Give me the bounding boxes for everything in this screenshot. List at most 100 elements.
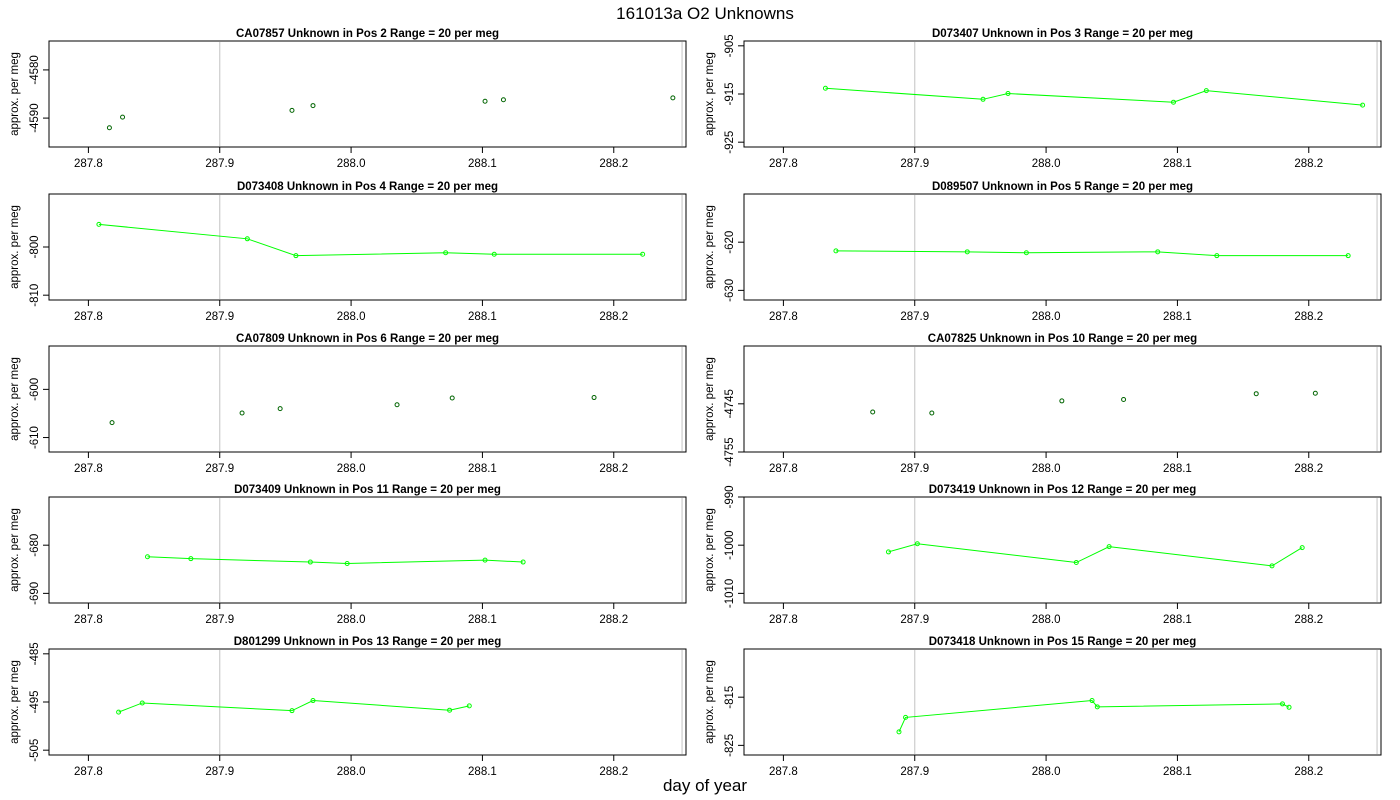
data-point [1299,545,1305,551]
series-line [825,87,1363,106]
x-tick-label: 287.9 [205,614,234,626]
x-tick-label: 288.0 [1032,614,1061,626]
x-tick-label: 287.9 [900,158,929,170]
data-point [1345,253,1351,259]
y-tick-label: -495 [29,690,41,713]
y-tick-label: -825 [724,734,736,757]
x-tick-label: 287.9 [900,614,929,626]
y-axis-label: approx. per meg [704,660,716,744]
series-line [835,250,1349,257]
data-point [500,97,506,103]
chart-panel: D073408 Unknown in Pos 4 Range = 20 per … [9,181,687,323]
x-tick-label: 288.2 [599,158,628,170]
data-point [1094,704,1100,710]
data-point [310,698,316,704]
chart-panel: CA07857 Unknown in Pos 2 Range = 20 per … [9,28,687,170]
data-point [1279,701,1285,707]
y-tick-label: -600 [29,378,41,401]
panel-title: D073409 Unknown in Pos 11 Range = 20 per… [234,484,501,496]
data-point [1253,391,1259,397]
data-point [344,560,350,566]
y-tick-label: -915 [724,82,736,105]
y-tick-label: -620 [724,231,736,254]
data-point [1286,704,1292,710]
plot-frame [48,193,687,301]
chart-panel: CA07809 Unknown in Pos 6 Range = 20 per … [9,333,687,475]
chart-panel: CA07825 Unknown in Pos 10 Range = 20 per… [704,333,1382,475]
x-tick-label: 288.2 [1294,158,1323,170]
x-tick-label: 288.2 [599,463,628,475]
page-title: 161013a O2 Unknowns [616,4,794,23]
x-tick-label: 287.8 [74,158,103,170]
x-tick-label: 288.0 [337,158,366,170]
series-line [118,700,470,713]
x-tick-label: 288.1 [1163,766,1192,778]
data-point [394,402,400,408]
data-point [449,395,455,401]
data-point [482,557,488,563]
data-point [293,253,299,259]
data-point [139,700,145,706]
data-point [307,559,313,565]
y-tick-label: -4590 [29,103,41,132]
x-tick-label: 288.0 [1032,311,1061,323]
x-tick-label: 288.0 [1032,463,1061,475]
y-tick-label: -4580 [29,55,41,84]
data-point [1214,253,1220,259]
data-point [885,549,891,555]
panel-title: CA07825 Unknown in Pos 10 Range = 20 per… [928,333,1197,345]
y-tick-label: -680 [29,534,41,557]
plot-frame [743,648,1382,756]
data-point [188,556,194,562]
data-point [106,125,112,131]
x-tick-label: 288.1 [1163,311,1192,323]
plot-frame [48,40,687,148]
y-tick-label: -810 [29,284,41,307]
y-tick-label: -1010 [724,579,736,608]
x-tick-label: 288.1 [468,311,497,323]
data-point [1005,91,1011,97]
y-axis-label: approx. per meg [704,357,716,441]
y-axis-label: approx. per meg [9,52,21,136]
data-point [1360,102,1366,108]
y-axis-label: approx. per meg [704,508,716,592]
x-tick-label: 288.2 [599,766,628,778]
x-tick-label: 288.0 [337,463,366,475]
panels: CA07857 Unknown in Pos 2 Range = 20 per … [9,28,1382,778]
chart-panel: D073409 Unknown in Pos 11 Range = 20 per… [9,484,687,626]
data-point [980,96,986,102]
data-point [1073,560,1079,566]
x-tick-label: 288.0 [337,311,366,323]
panel-title: D073418 Unknown in Pos 15 Range = 20 per… [929,636,1196,648]
x-tick-label: 288.1 [1163,158,1192,170]
y-axis-label: approx. per meg [9,205,21,289]
x-tick-label: 288.0 [337,614,366,626]
x-tick-label: 287.9 [205,463,234,475]
data-point [120,114,126,120]
data-point [491,251,497,257]
data-point [1170,99,1176,105]
plot-frame [48,345,687,453]
y-tick-label: -610 [29,426,41,449]
plot-frame [743,345,1382,453]
x-tick-label: 288.2 [599,614,628,626]
x-tick-label: 288.2 [1294,766,1323,778]
chart-panel: D073419 Unknown in Pos 12 Range = 20 per… [704,484,1382,626]
x-tick-label: 287.9 [205,311,234,323]
x-tick-label: 287.8 [74,463,103,475]
y-axis-label: approx. per meg [9,660,21,744]
data-point [520,559,526,565]
series-line [888,543,1303,567]
data-point [1269,563,1275,569]
data-point [145,554,151,560]
chart-panel: D089507 Unknown in Pos 5 Range = 20 per … [704,181,1382,323]
x-axis-label: day of year [663,776,747,795]
chart-panel: D073418 Unknown in Pos 15 Range = 20 per… [704,636,1382,778]
plot-frame [743,496,1382,604]
x-tick-label: 288.1 [468,766,497,778]
x-tick-label: 288.1 [468,158,497,170]
x-tick-label: 287.9 [205,766,234,778]
data-point [244,236,250,242]
plot-frame [743,193,1382,301]
